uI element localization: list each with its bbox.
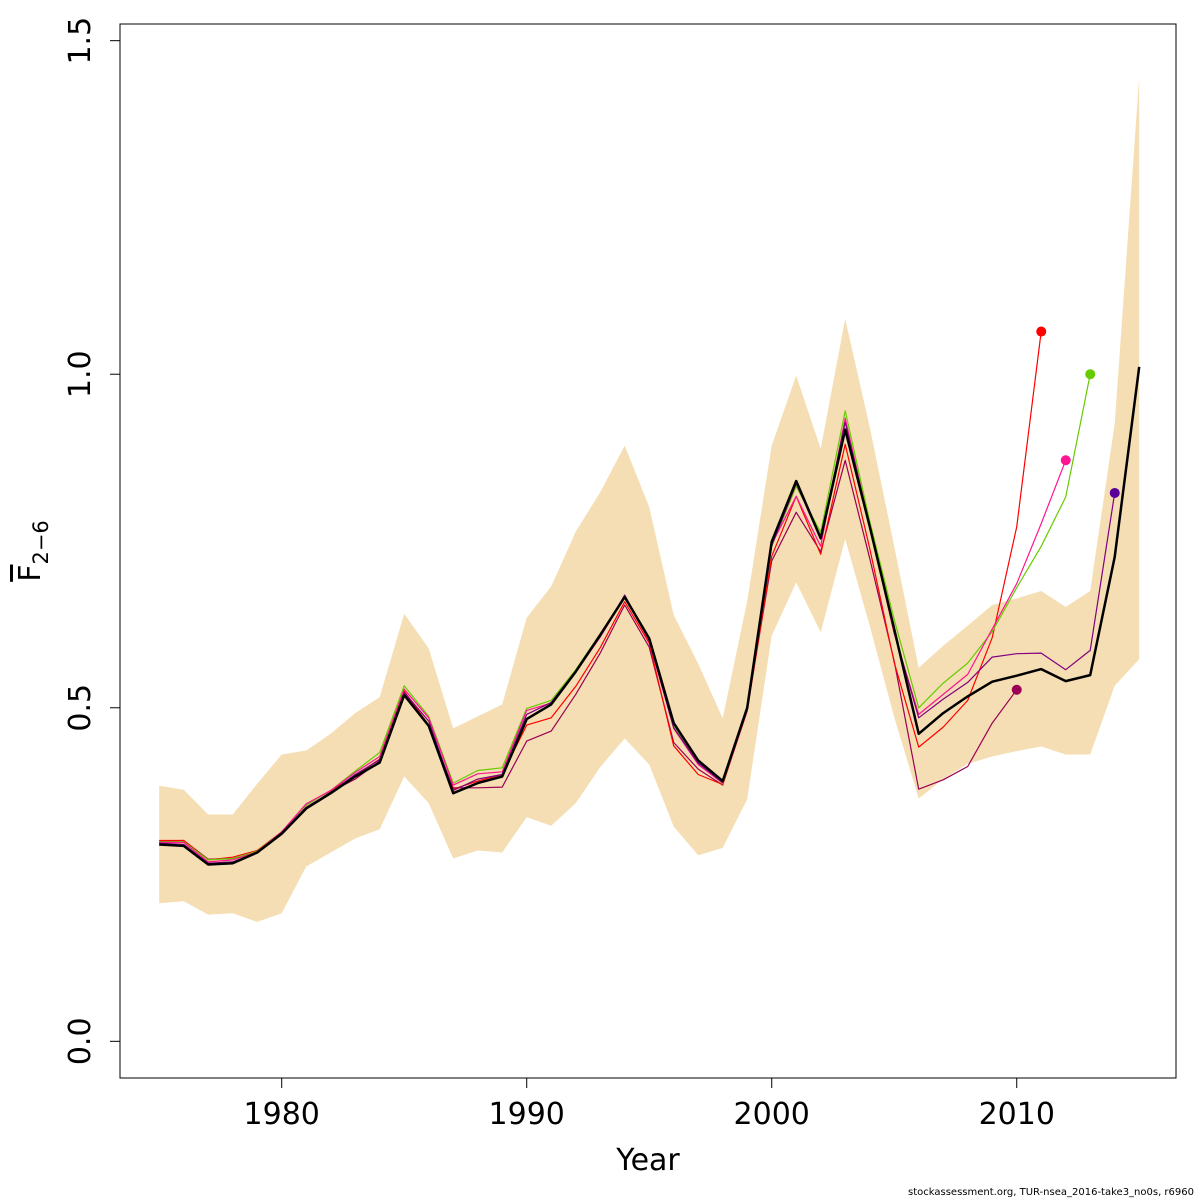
y-axis-label-sub: 2−6 (29, 520, 53, 564)
x-tick-label: 2000 (734, 1097, 810, 1132)
y-axis: 0.0 0.5 1.0 1.5 (63, 17, 121, 1065)
x-tick-label: 1990 (489, 1097, 565, 1132)
series-lines (159, 326, 1141, 866)
y-axis-label: F2−6 (13, 520, 53, 582)
y-tick-label: 1.0 (63, 350, 98, 398)
svg-text:F2−6: F2−6 (13, 520, 53, 582)
footer-caption: stockassessment.org, TUR-nsea_2016-take3… (908, 1187, 1194, 1198)
series-line-0 (159, 366, 1141, 866)
series-end-point-3 (1085, 369, 1096, 380)
confidence-band-area (159, 77, 1140, 922)
x-tick-label: 1980 (244, 1097, 320, 1132)
series-end-point-2 (1036, 326, 1047, 337)
series-end-point-4 (1060, 455, 1071, 466)
series-end-point-1 (1011, 684, 1022, 695)
y-tick-label: 0.0 (63, 1017, 98, 1065)
x-tick-label: 2010 (979, 1097, 1055, 1132)
y-tick-label: 0.5 (63, 684, 98, 732)
x-axis-label: Year (615, 1143, 680, 1178)
series-end-point-5 (1109, 487, 1120, 498)
y-tick-label: 1.5 (63, 17, 98, 65)
x-axis: 1980 1990 2000 2010 (244, 1077, 1055, 1132)
y-axis-label-main: F (13, 565, 48, 582)
confidence-band (159, 77, 1140, 922)
